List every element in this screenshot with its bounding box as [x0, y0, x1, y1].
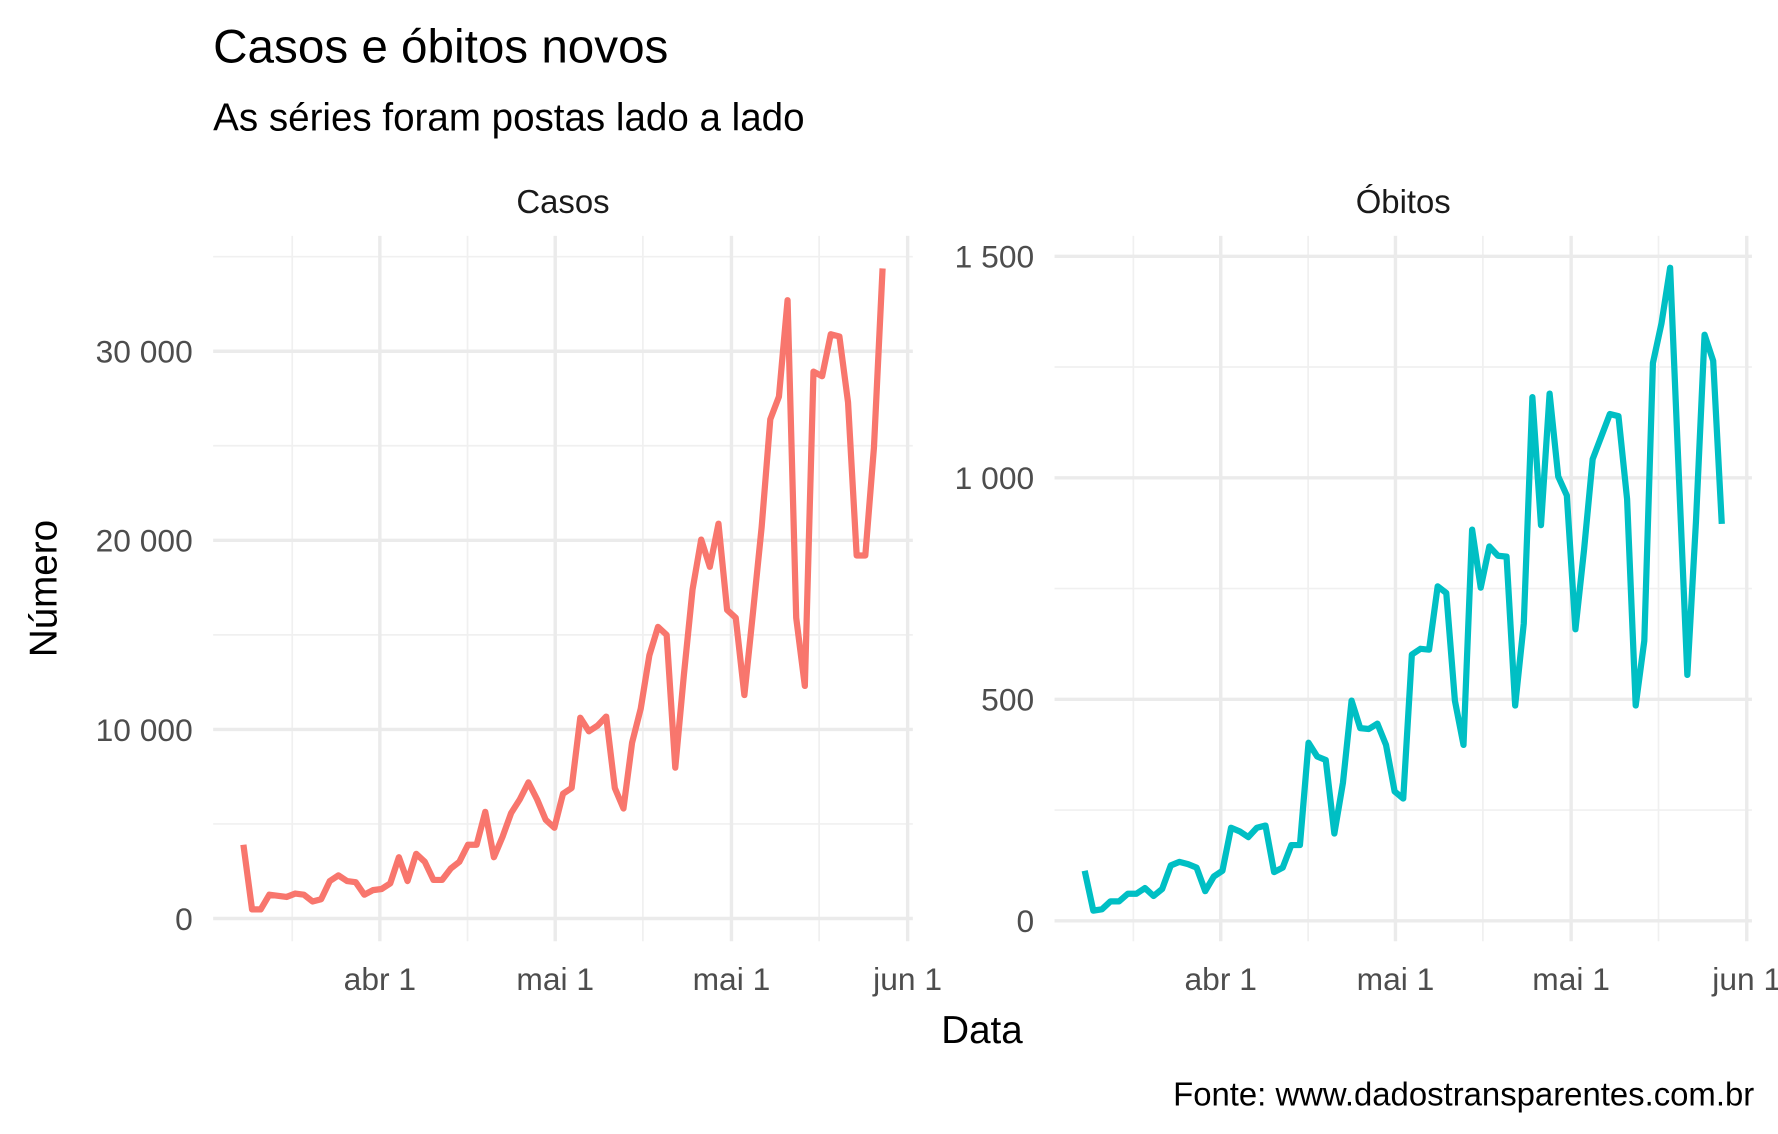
y-tick-label: 1 500: [955, 239, 1034, 275]
y-tick-label: 10 000: [96, 712, 193, 748]
caption: Fonte: www.dadostransparentes.com.br: [1173, 1076, 1754, 1113]
y-tick-label: 0: [1016, 903, 1034, 939]
strip-title: Casos: [516, 183, 609, 220]
x-tick-label: mai 1: [1532, 961, 1610, 997]
x-tick-label: jun 1: [1711, 961, 1778, 997]
x-tick-label: jun 1: [872, 961, 942, 997]
y-tick-label: 0: [175, 901, 193, 937]
chart-title: Casos e óbitos novos: [213, 20, 668, 73]
x-tick-label: mai 1: [516, 961, 594, 997]
strip-title: Óbitos: [1356, 183, 1451, 220]
chart-subtitle: As séries foram postas lado a lado: [213, 96, 804, 139]
data-line: [1081, 264, 1725, 914]
y-tick-label: 1 000: [955, 460, 1034, 496]
y-tick-label: 20 000: [96, 523, 193, 559]
y-axis-title: Número: [23, 520, 66, 657]
x-tick-label: abr 1: [1185, 961, 1257, 997]
x-axis-title: Data: [941, 1009, 1023, 1052]
y-tick-label: 500: [981, 682, 1034, 718]
x-tick-label: abr 1: [344, 961, 416, 997]
x-tick-label: mai 1: [693, 961, 771, 997]
y-tick-label: 30 000: [96, 334, 193, 370]
data-line: [240, 268, 886, 913]
x-tick-label: mai 1: [1357, 961, 1435, 997]
